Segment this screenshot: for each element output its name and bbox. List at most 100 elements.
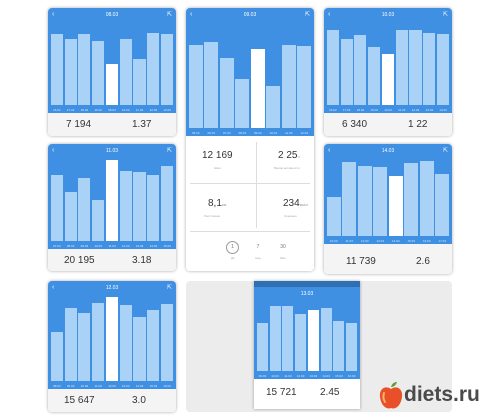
day-card-0803[interactable]: ‹ 08.03 ⇱ 16.02 17.02 18.02 19.02 08.03 10.03… [48, 8, 176, 136]
bar[interactable] [342, 161, 357, 236]
chart-area: ‹ 11.03 ⇱ 07.03 08.03 09.03 10.03 11.03 12.03… [48, 144, 176, 249]
day-card-1103[interactable]: ‹ 11.03 ⇱ 07.03 08.03 09.03 10.03 11.03 12.03… [48, 144, 176, 271]
bar[interactable] [219, 58, 234, 128]
tick-label: 16.02 [329, 108, 337, 112]
bar[interactable] [346, 323, 358, 371]
bar[interactable] [92, 41, 105, 105]
bar-selected[interactable] [307, 309, 319, 371]
calories-label: Сожжено [284, 214, 297, 218]
share-icon[interactable]: ⇱ [166, 148, 172, 154]
chart-area: ‹ 08.03 ⇱ 16.02 17.02 18.02 19.02 08.03 10.03… [48, 8, 176, 113]
share-icon[interactable]: ⇱ [166, 12, 172, 18]
bar[interactable] [64, 192, 77, 241]
tick-label: 12.03 [149, 108, 158, 112]
bar[interactable] [395, 30, 408, 105]
bar-selected[interactable] [250, 48, 265, 128]
day-card-1003[interactable]: ‹ 10.03 ⇱ 16.02 17.02 18.02 19.02 10.03 11.03… [324, 8, 452, 136]
tick-label: 09.03 [253, 131, 262, 135]
active-time-value: 2.6 [416, 256, 430, 267]
bar[interactable] [435, 173, 450, 236]
bar[interactable] [133, 172, 146, 241]
share-icon[interactable]: ⇱ [442, 12, 448, 18]
bar[interactable] [297, 46, 312, 128]
bar[interactable] [437, 34, 450, 105]
bar[interactable] [235, 79, 250, 128]
share-icon[interactable]: ⇱ [442, 148, 448, 154]
bar-selected[interactable] [105, 63, 119, 105]
bar[interactable] [409, 30, 422, 105]
bar[interactable] [147, 310, 160, 381]
bar[interactable] [50, 331, 63, 381]
day-card-0903[interactable]: ‹ 09.03 ⇱ 05.03 06.03 07.03 08.03 09.03 10.03… [186, 8, 314, 271]
bar[interactable] [281, 45, 296, 128]
chart-area: ‹ 12.03 ⇱ 08.03 09.03 10.03 11.03 12.03 13.03… [48, 281, 176, 389]
period-week-button[interactable]: 7 [256, 244, 260, 250]
back-icon[interactable]: ‹ [328, 11, 331, 18]
day-card-1203[interactable]: ‹ 12.03 ⇱ 08.03 09.03 10.03 11.03 12.03 13.03… [48, 281, 176, 412]
back-icon[interactable]: ‹ [328, 147, 331, 154]
bar[interactable] [333, 320, 345, 371]
stats-panel: 6 340 1 22 [324, 113, 452, 136]
tick-label: 09.03 [80, 244, 89, 248]
back-icon[interactable]: ‹ [52, 11, 55, 18]
bar[interactable] [282, 306, 294, 371]
bar[interactable] [161, 303, 174, 381]
bar[interactable] [92, 302, 105, 381]
bar-selected[interactable] [105, 159, 119, 241]
bar[interactable] [188, 45, 203, 128]
bar[interactable] [256, 323, 268, 371]
bar[interactable] [161, 34, 174, 105]
share-icon[interactable]: ⇱ [304, 12, 310, 18]
period-day-button[interactable]: 1 [226, 241, 239, 254]
bar[interactable] [419, 161, 434, 236]
bar-selected[interactable] [388, 175, 403, 236]
bar[interactable] [423, 32, 436, 105]
tick-label: 14.03 [322, 374, 330, 378]
bar-selected[interactable] [381, 53, 395, 105]
tick-label: 15.03 [407, 239, 415, 243]
bar[interactable] [326, 30, 339, 105]
period-month-button[interactable]: 30 [280, 244, 286, 250]
share-icon[interactable]: ⇱ [166, 285, 172, 291]
bar[interactable] [92, 199, 105, 241]
bar[interactable] [78, 313, 91, 381]
bar[interactable] [119, 38, 132, 105]
back-icon[interactable]: ‹ [190, 11, 193, 18]
day-card-1403[interactable]: ‹ 14.03 ⇱ 10.03 11.03 12.03 13.03 14.03 15.03… [324, 144, 452, 274]
bar[interactable] [78, 33, 91, 105]
bar[interactable] [50, 33, 63, 105]
bar[interactable] [373, 166, 388, 236]
tick-label: 12.03 [360, 239, 369, 243]
bar[interactable] [161, 166, 174, 241]
bar[interactable] [119, 171, 132, 241]
bar[interactable] [147, 174, 160, 241]
bar[interactable] [326, 197, 341, 236]
chart-area: ‹ 10.03 ⇱ 16.02 17.02 18.02 19.02 10.03 11.03… [324, 8, 452, 113]
bar[interactable] [404, 163, 419, 236]
back-icon[interactable]: ‹ [52, 284, 55, 291]
bar[interactable] [354, 35, 367, 105]
bar[interactable] [119, 305, 132, 381]
bar[interactable] [204, 42, 219, 128]
bar[interactable] [368, 46, 381, 105]
bar-chart [50, 158, 174, 241]
bar[interactable] [340, 38, 353, 105]
bar[interactable] [147, 32, 160, 105]
bar[interactable] [320, 307, 332, 371]
card-date: 08.03 [105, 12, 119, 18]
bar[interactable] [50, 174, 63, 241]
bar[interactable] [133, 59, 146, 105]
bar[interactable] [295, 313, 307, 371]
bar[interactable] [78, 177, 91, 241]
day-card-1303[interactable]: 13.03 09.03 10.03 11.03 12.03 13.03 14.03 15.0… [254, 281, 360, 409]
bar[interactable] [64, 307, 77, 381]
bar[interactable] [357, 165, 372, 236]
tick-label: 16.03 [347, 374, 356, 378]
bar[interactable] [269, 306, 281, 371]
steps-value: 12 169 [202, 150, 233, 161]
bar[interactable] [133, 316, 146, 381]
bar[interactable] [266, 85, 281, 128]
back-icon[interactable]: ‹ [52, 147, 55, 154]
bar[interactable] [64, 38, 77, 105]
bar-selected[interactable] [105, 296, 119, 381]
